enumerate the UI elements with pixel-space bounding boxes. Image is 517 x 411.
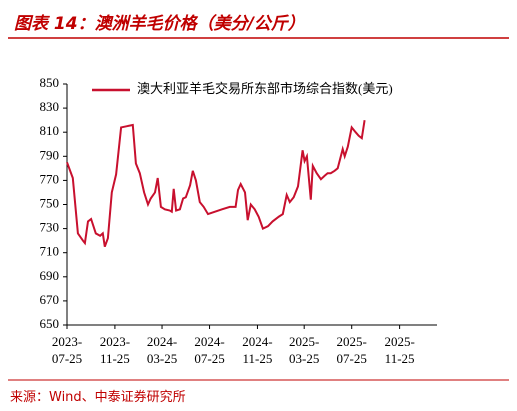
series-line (66, 120, 366, 248)
legend-label: 澳大利亚羊毛交易所东部市场综合指数(美元) (137, 81, 393, 96)
y-tick-label: 650 (40, 316, 60, 331)
y-tick-label: 830 (40, 99, 60, 114)
title: 图表 14：澳洲羊毛价格（美分/公斤） (14, 14, 305, 34)
x-tick-label: 2025- 07-25 (336, 334, 367, 366)
y-tick-label: 770 (40, 171, 60, 186)
y-tick-label: 670 (40, 292, 60, 307)
x-tick-label: 2023- 07-25 (51, 334, 83, 366)
x-tick-label: 2024- 07-25 (194, 334, 225, 366)
x-tick-label: 2024- 03-25 (146, 334, 178, 366)
x-tick-label: 2023- 11-25 (99, 334, 131, 366)
x-tick-label: 2025- 03-25 (289, 334, 320, 366)
y-tick-label: 730 (40, 220, 60, 235)
y-tick-label: 810 (40, 123, 60, 138)
y-tick-label: 790 (40, 147, 60, 162)
y-tick-label: 710 (40, 244, 60, 259)
y-tick-label: 690 (40, 268, 60, 283)
x-tick-label: 2024- 11-25 (242, 334, 273, 366)
y-tick-label: 850 (40, 75, 60, 90)
x-tick-label: 2025- 11-25 (384, 334, 415, 366)
y-tick-label: 750 (40, 195, 60, 210)
source: 来源：Wind、中泰证券研究所 (10, 390, 186, 405)
